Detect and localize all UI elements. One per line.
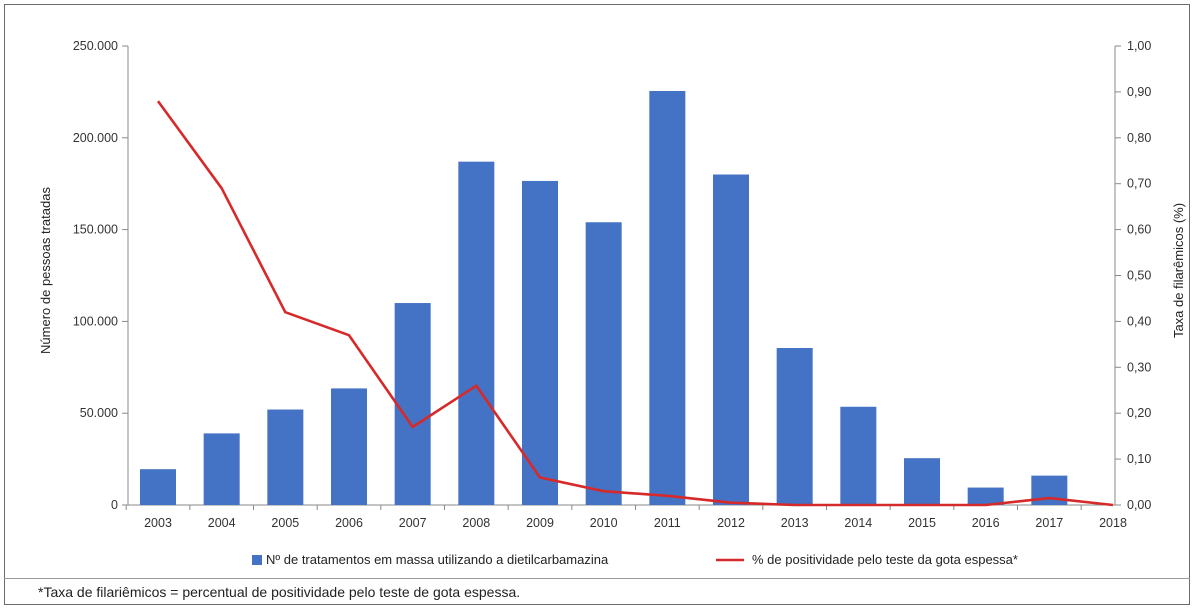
footnote: *Taxa de filariêmicos = percentual de po… bbox=[38, 584, 521, 600]
y2-tick-label: 0,10 bbox=[1127, 452, 1151, 466]
y-tick-label: 250.000 bbox=[73, 39, 118, 53]
bar-2012 bbox=[713, 174, 749, 505]
y-tick-label: 200.000 bbox=[73, 131, 118, 145]
x-tick-label: 2004 bbox=[208, 516, 236, 530]
y2-tick-label: 1,00 bbox=[1127, 39, 1151, 53]
x-tick-label: 2011 bbox=[654, 516, 681, 530]
x-tick-label: 2017 bbox=[1035, 516, 1063, 530]
bar-2010 bbox=[585, 222, 622, 506]
y2-tick-label: 0,60 bbox=[1127, 223, 1151, 237]
y2-tick-label: 0,70 bbox=[1127, 177, 1151, 191]
x-tick-label: 2006 bbox=[335, 516, 363, 530]
bar-2004 bbox=[203, 433, 240, 505]
x-tick-label: 2007 bbox=[399, 516, 427, 530]
y2-tick-label: 0,50 bbox=[1127, 269, 1151, 283]
x-tick-label: 2012 bbox=[717, 516, 745, 530]
y2-axis-title: Taxa de filarêmicos (%) bbox=[1171, 203, 1186, 338]
x-tick-label: 2009 bbox=[526, 516, 554, 530]
bar-2009 bbox=[522, 180, 558, 506]
x-tick-label: 2016 bbox=[972, 516, 1000, 530]
bar-2014 bbox=[840, 406, 877, 505]
legend-bar-label: Nº de tratamentos em massa utilizando a … bbox=[266, 552, 609, 567]
bar-2005 bbox=[267, 409, 304, 505]
bar-2016 bbox=[967, 487, 1004, 505]
y-axis-title: Número de pessoas tratadas bbox=[38, 187, 53, 354]
x-tick-label: 2014 bbox=[844, 516, 872, 530]
y-tick-label: 50.000 bbox=[80, 406, 118, 420]
y-tick-label: 0 bbox=[111, 498, 118, 512]
y-tick-label: 150.000 bbox=[73, 223, 118, 237]
bar-2011 bbox=[649, 90, 686, 506]
legend-bar-swatch bbox=[252, 555, 262, 565]
y2-tick-label: 0,90 bbox=[1127, 85, 1151, 99]
bar-2006 bbox=[331, 388, 367, 505]
y-tick-label: 100.000 bbox=[73, 314, 118, 328]
y2-tick-label: 0,40 bbox=[1127, 314, 1151, 328]
x-tick-label: 2018 bbox=[1099, 516, 1127, 530]
bar-2008 bbox=[458, 161, 495, 505]
bar-2013 bbox=[776, 348, 813, 505]
x-tick-label: 2003 bbox=[144, 516, 172, 530]
bar-2015 bbox=[904, 458, 940, 505]
y2-tick-label: 0,30 bbox=[1127, 360, 1151, 374]
bar-2007 bbox=[394, 303, 431, 505]
y2-tick-label: 0,00 bbox=[1127, 498, 1151, 512]
x-tick-label: 2010 bbox=[590, 516, 618, 530]
x-tick-label: 2015 bbox=[908, 516, 936, 530]
x-tick-label: 2008 bbox=[462, 516, 490, 530]
y2-tick-label: 0,20 bbox=[1127, 406, 1151, 420]
y2-tick-label: 0,80 bbox=[1127, 131, 1151, 145]
x-tick-label: 2013 bbox=[781, 516, 809, 530]
bar-2003 bbox=[140, 469, 176, 505]
line-positividade bbox=[156, 100, 1114, 507]
legend-line-label: % de positividade pelo teste da gota esp… bbox=[752, 552, 1018, 567]
footnote-separator bbox=[4, 578, 1190, 579]
x-tick-label: 2005 bbox=[271, 516, 299, 530]
